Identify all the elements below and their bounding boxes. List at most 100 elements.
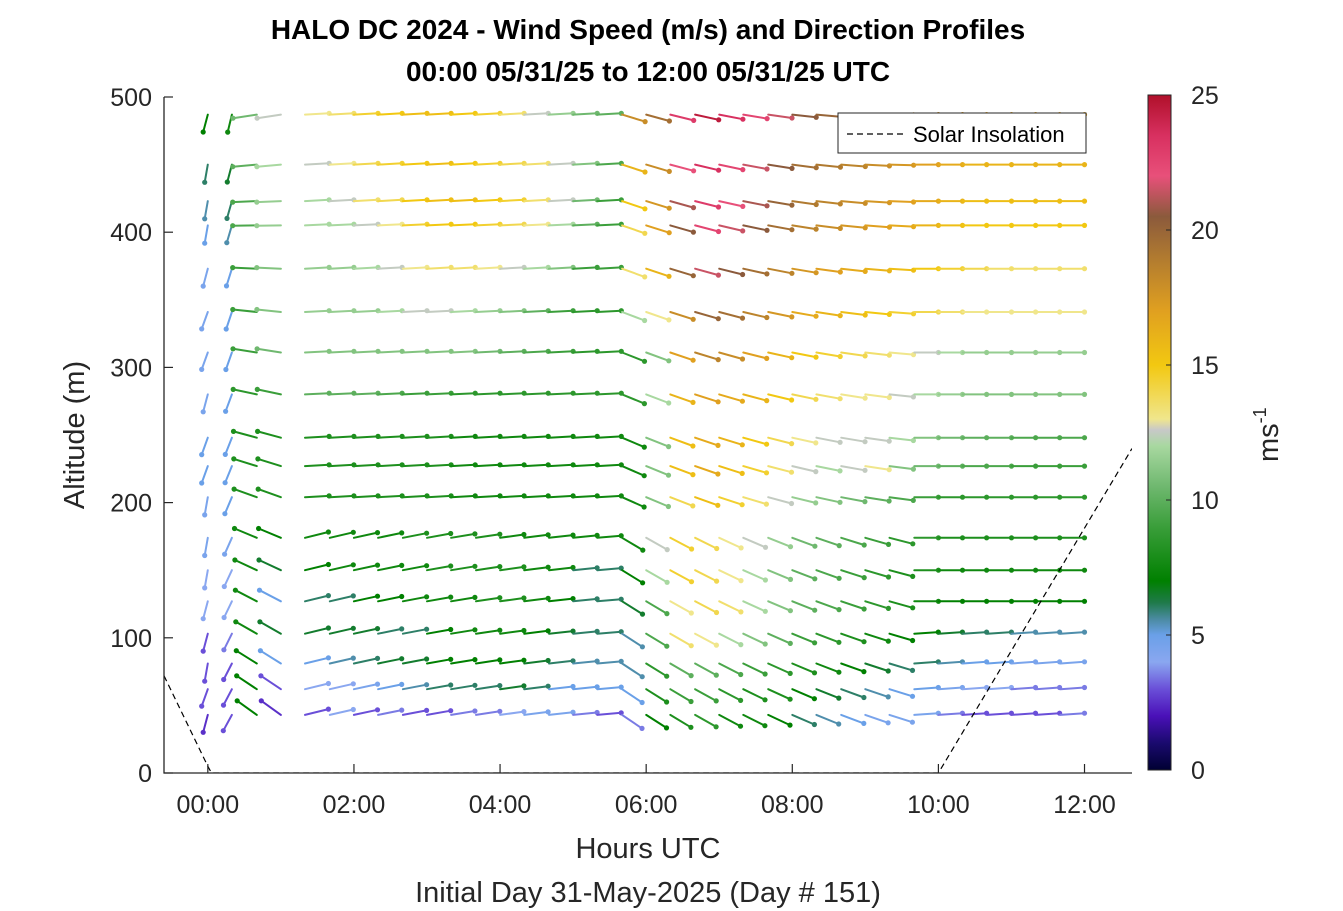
wind-barb [791, 496, 819, 506]
x-axis-label: Hours UTC [575, 833, 720, 865]
wind-barb-head [570, 628, 576, 634]
wind-barb-head [664, 611, 670, 617]
wind-barb-head [256, 557, 262, 563]
wind-barb-head [374, 707, 381, 713]
wind-barb-shaft [694, 163, 720, 172]
wind-barb [523, 532, 551, 539]
wind-barb-shaft [352, 266, 379, 270]
wind-barb-shaft [328, 682, 355, 691]
wind-barb [694, 436, 721, 448]
wind-barb-shaft [645, 224, 671, 234]
wind-barb-head [690, 357, 696, 363]
wind-barb [548, 532, 576, 539]
wind-barb [815, 311, 843, 319]
wind-barb [742, 662, 768, 677]
wind-barb-shaft [352, 463, 379, 468]
wind-barb [645, 662, 670, 679]
wind-barb-shaft [202, 713, 209, 734]
wind-barb [258, 698, 282, 716]
wind-barb [669, 163, 697, 174]
wind-barb-shaft [1059, 712, 1086, 716]
wind-barb [233, 648, 258, 665]
wind-barb-shaft [815, 662, 840, 674]
wind-barb-shaft [231, 266, 258, 270]
wind-barb-head [230, 223, 236, 229]
wind-barb-shaft [669, 688, 692, 703]
wind-barb-shaft [840, 569, 866, 579]
wind-barb-shaft [621, 311, 646, 322]
wind-barb [694, 662, 719, 678]
wind-barb-head [424, 594, 430, 600]
wind-barb [840, 496, 868, 505]
wind-barb-shaft [694, 536, 718, 550]
wind-barb-shaft [523, 162, 550, 166]
wind-barb-shaft [596, 534, 623, 539]
wind-barb [401, 563, 430, 572]
wind-barb [718, 163, 746, 173]
wind-barb-shaft [352, 683, 379, 691]
wind-barb [840, 600, 867, 612]
wind-barb-head [715, 204, 722, 210]
wind-barb [840, 351, 868, 359]
wind-barb-shaft [499, 597, 525, 603]
wind-barb-shaft [450, 596, 476, 603]
wind-barb-shaft [200, 688, 209, 708]
wind-barb-shaft [401, 628, 428, 635]
wind-barb-shaft [548, 566, 574, 572]
wind-barb-shaft [224, 465, 233, 484]
wind-barb-shaft [523, 566, 550, 572]
wind-barb-head [837, 164, 844, 170]
wind-barb-shaft [304, 494, 331, 499]
wind-barb-shaft [596, 266, 623, 270]
wind-barb-shaft [742, 569, 767, 581]
wind-barb-shaft [523, 629, 550, 635]
wind-barb-head [690, 316, 696, 322]
wind-barb-head [837, 201, 843, 207]
wind-barb-shaft [961, 631, 988, 635]
wind-barb-shaft [222, 662, 233, 681]
wind-barb-head [764, 203, 770, 209]
wind-barb-head [424, 530, 430, 536]
wind-barb-head [813, 354, 819, 360]
wind-barb-shaft [232, 430, 258, 439]
wind-barb [230, 163, 258, 170]
wind-barb-shaft [840, 436, 866, 443]
wind-barb-shaft [328, 563, 355, 572]
wind-barb-shaft [815, 713, 840, 725]
wind-barb-shaft [645, 632, 668, 648]
wind-barb-shaft [888, 311, 915, 315]
wind-barb-shaft [840, 224, 867, 229]
wind-barb [694, 465, 721, 477]
wind-barb-head [233, 648, 239, 654]
wind-barb-shaft [1034, 660, 1061, 665]
wind-barb-head [642, 169, 648, 175]
wind-barb [254, 346, 282, 354]
wind-barb [645, 536, 670, 553]
wind-barb-shaft [222, 713, 233, 732]
wind-barb-head [690, 472, 696, 478]
wind-barb-shaft [377, 531, 403, 539]
wind-barb [222, 465, 233, 486]
wind-barb-head [639, 725, 645, 732]
wind-barb-shaft [572, 566, 599, 572]
wind-barb-shaft [225, 267, 233, 287]
wind-barb-head [350, 593, 356, 599]
wind-barb-head [812, 607, 818, 613]
wind-barb [767, 713, 793, 728]
wind-barb-head [255, 486, 261, 492]
wind-barb-head [689, 546, 695, 552]
wind-barb-shaft [621, 465, 646, 477]
wind-barb [840, 713, 867, 727]
wind-barb-shaft [328, 223, 355, 227]
wind-barb [450, 708, 478, 716]
wind-barb [223, 267, 233, 289]
wind-barb-head [885, 668, 891, 674]
wind-barb-head [837, 313, 843, 319]
wind-barb-shaft [840, 632, 865, 643]
wind-barb-head [738, 642, 744, 648]
wind-barb-shaft [304, 531, 330, 539]
wind-barb [791, 113, 819, 120]
wind-barb-shaft [596, 223, 623, 227]
wind-barb-head [789, 227, 795, 233]
wind-barb [1059, 684, 1088, 691]
